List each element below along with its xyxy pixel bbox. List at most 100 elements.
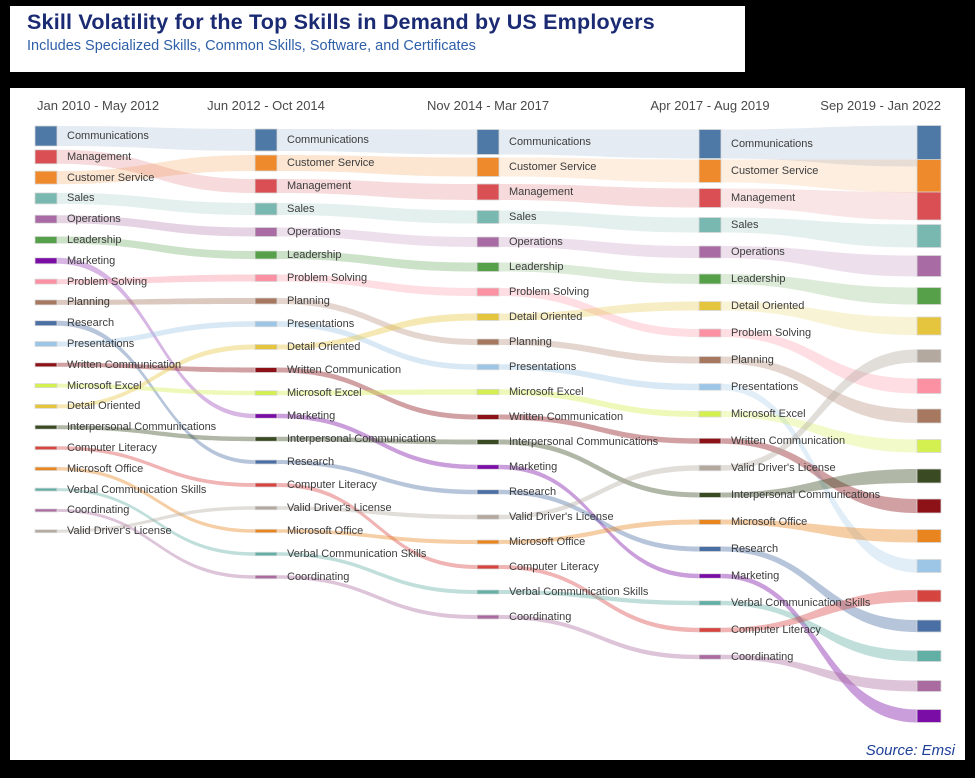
flow-ribbon-planning — [277, 298, 477, 345]
skill-label-problem-solving: Problem Solving — [731, 327, 812, 339]
skill-node-interpersonal-communications — [476, 439, 500, 445]
skill-label-computer-literacy: Computer Literacy — [67, 442, 157, 454]
skill-label-research: Research — [287, 456, 335, 468]
flow-ribbon-coordinating — [499, 615, 699, 660]
flow-ribbon-valid-driver-s-license — [277, 506, 477, 520]
skill-node-marketing — [698, 573, 722, 579]
flow-ribbon-interpersonal-communications — [57, 425, 255, 442]
skill-label-microsoft-excel: Microsoft Excel — [287, 387, 362, 399]
skill-node-coordinating — [476, 614, 500, 620]
skill-label-planning: Planning — [731, 354, 774, 366]
skill-node-detail-oriented — [916, 316, 942, 336]
skill-node-valid-driver-s-license — [254, 505, 278, 511]
skill-node-leadership — [254, 250, 278, 260]
flow-ribbon-communications — [499, 129, 699, 159]
skill-node-computer-literacy — [916, 589, 942, 603]
skill-label-interpersonal-communications: Interpersonal Communications — [509, 436, 659, 448]
skill-label-leadership: Leadership — [731, 273, 786, 285]
skill-node-operations — [476, 236, 500, 248]
flow-ribbon-valid-driver-s-license — [499, 465, 699, 520]
skill-label-marketing: Marketing — [509, 461, 558, 473]
skill-node-planning — [476, 338, 500, 346]
skill-node-computer-literacy — [476, 564, 500, 570]
skill-label-interpersonal-communications: Interpersonal Communications — [287, 433, 437, 445]
flow-ribbon-management — [57, 149, 255, 193]
skill-node-microsoft-excel — [476, 388, 500, 396]
flow-ribbon-computer-literacy — [721, 590, 917, 633]
skill-node-interpersonal-communications — [254, 436, 278, 442]
skill-node-customer-service — [476, 157, 500, 177]
flow-ribbon-detail-oriented — [721, 301, 917, 335]
skill-node-marketing — [916, 709, 942, 723]
skill-node-sales — [476, 210, 500, 224]
skill-label-management: Management — [509, 186, 574, 198]
flow-ribbon-research — [721, 546, 917, 632]
skill-label-valid-driver-s-license: Valid Driver's License — [731, 462, 836, 474]
skill-node-communications — [476, 129, 500, 155]
skill-node-marketing — [254, 413, 278, 419]
skill-node-communications — [34, 125, 58, 147]
column-header-3: Nov 2014 - Mar 2017 — [426, 98, 550, 113]
flow-ribbon-written-communication — [57, 362, 255, 373]
skill-label-sales: Sales — [731, 219, 759, 231]
skill-label-problem-solving: Problem Solving — [287, 272, 368, 284]
skill-label-verbal-communication-skills: Verbal Communication Skills — [67, 483, 207, 496]
skill-label-verbal-communication-skills: Verbal Communication Skills — [287, 548, 427, 560]
skill-label-leadership: Leadership — [67, 234, 122, 246]
skill-label-microsoft-excel: Microsoft Excel — [509, 386, 584, 398]
skill-node-interpersonal-communications — [698, 492, 722, 498]
flow-ribbon-written-communication — [277, 367, 477, 420]
flow-ribbon-interpersonal-communications — [499, 439, 699, 498]
skill-label-microsoft-office: Microsoft Office — [731, 516, 808, 528]
flow-ribbon-operations — [499, 237, 699, 258]
flow-ribbon-communications — [57, 126, 255, 151]
skill-label-operations: Operations — [287, 226, 341, 238]
skill-node-written-communication — [476, 414, 500, 420]
skill-node-detail-oriented — [476, 313, 500, 321]
skill-label-detail-oriented: Detail Oriented — [731, 300, 805, 312]
skill-label-leadership: Leadership — [287, 249, 342, 261]
flow-ribbon-verbal-communication-skills — [721, 600, 917, 662]
skill-label-sales: Sales — [67, 192, 95, 205]
skill-label-customer-service: Customer Service — [287, 157, 375, 169]
flow-ribbon-computer-literacy — [57, 446, 255, 487]
skill-node-sales — [34, 192, 58, 205]
skill-node-written-communication — [916, 498, 942, 514]
skill-label-sales: Sales — [509, 211, 537, 223]
skill-label-coordinating: Coordinating — [731, 651, 794, 663]
skill-node-coordinating — [254, 574, 278, 580]
skill-label-planning: Planning — [509, 336, 552, 348]
skill-label-computer-literacy: Computer Literacy — [287, 479, 377, 491]
skill-node-marketing — [476, 464, 500, 470]
skill-label-marketing: Marketing — [287, 410, 336, 422]
skill-node-leadership — [916, 287, 942, 305]
skill-node-operations — [34, 214, 58, 224]
flow-ribbon-written-communication — [499, 414, 699, 444]
flow-ribbon-microsoft-office — [499, 519, 699, 544]
skill-node-presentations — [34, 341, 58, 347]
skill-node-sales — [254, 202, 278, 216]
flow-ribbon-presentations — [721, 383, 917, 573]
skill-node-operations — [698, 245, 722, 259]
skill-label-management: Management — [67, 150, 132, 163]
skill-node-verbal-communication-skills — [34, 487, 58, 492]
flow-ribbon-microsoft-office — [57, 467, 255, 533]
skill-label-written-communication: Written Communication — [287, 364, 402, 376]
flow-ribbon-microsoft-excel — [499, 389, 699, 417]
flow-ribbon-interpersonal-communications — [721, 469, 917, 498]
skill-node-planning — [34, 299, 58, 306]
column-header-4: Apr 2017 - Aug 2019 — [650, 98, 770, 113]
skill-node-valid-driver-s-license — [34, 529, 58, 534]
skill-label-microsoft-office: Microsoft Office — [287, 525, 364, 537]
skill-node-planning — [254, 297, 278, 305]
flow-ribbon-management — [499, 184, 699, 208]
flow-ribbon-planning — [721, 356, 917, 423]
flow-ribbon-valid-driver-s-license — [721, 349, 917, 471]
flow-ribbon-leadership — [57, 236, 255, 259]
skill-node-computer-literacy — [254, 482, 278, 488]
skill-node-operations — [916, 255, 942, 277]
skill-label-valid-driver-s-license: Valid Driver's License — [509, 511, 614, 523]
skill-label-communications: Communications — [509, 136, 591, 148]
flow-ribbon-research — [277, 460, 477, 495]
flow-ribbon-sales — [499, 210, 699, 233]
